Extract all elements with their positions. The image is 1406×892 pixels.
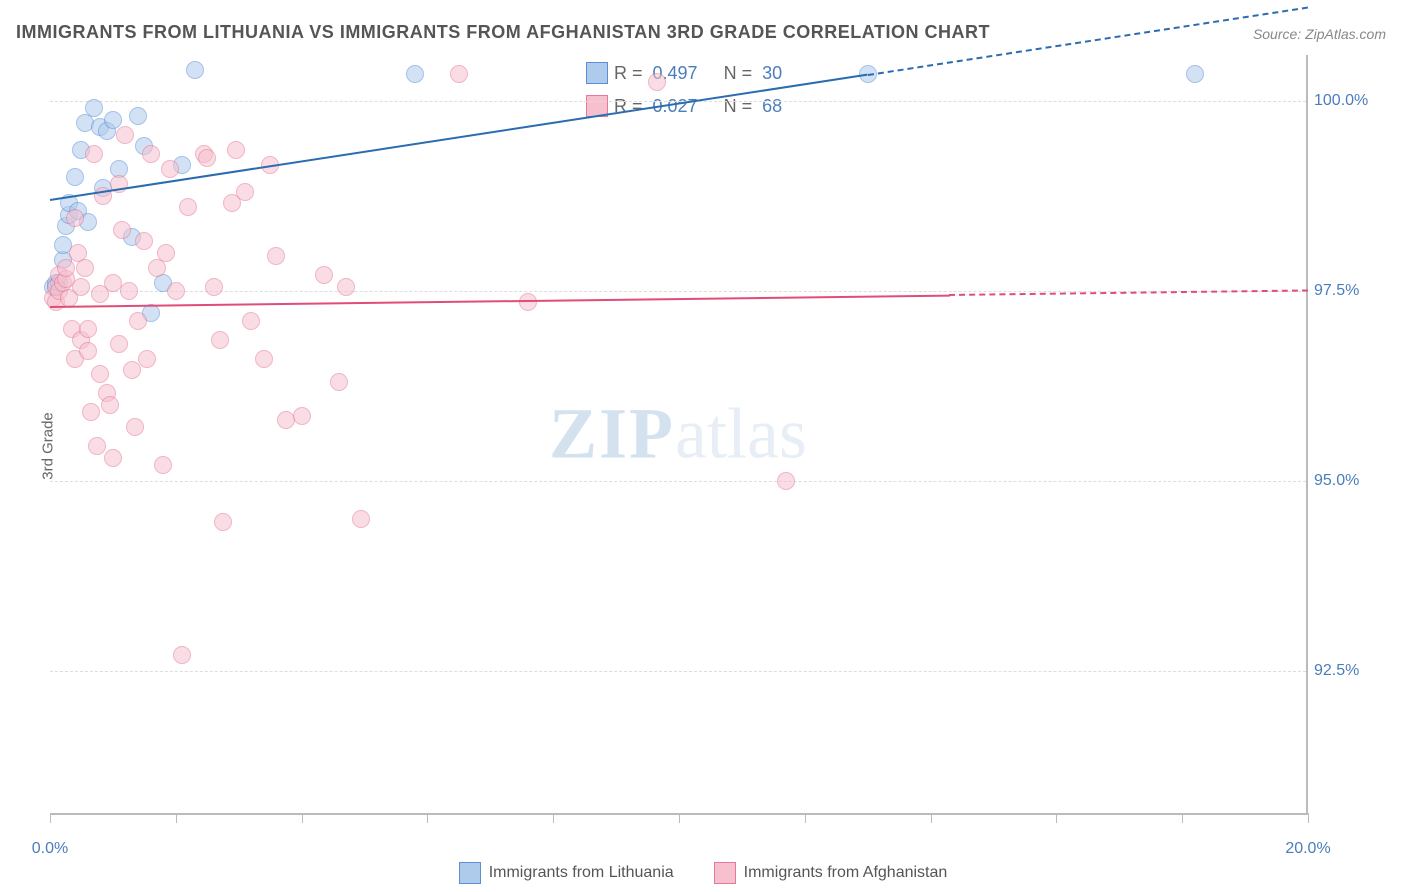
data-point: [110, 335, 128, 353]
data-point: [120, 282, 138, 300]
watermark-atlas: atlas: [675, 394, 807, 474]
legend-item: Immigrants from Afghanistan: [714, 862, 948, 884]
data-point: [293, 407, 311, 425]
data-point: [450, 65, 468, 83]
data-point: [157, 244, 175, 262]
source-value: ZipAtlas.com: [1305, 26, 1386, 42]
data-point: [79, 320, 97, 338]
data-point: [88, 437, 106, 455]
data-point: [777, 472, 795, 490]
data-point: [352, 510, 370, 528]
trend-line: [50, 74, 868, 201]
x-tick: [1308, 813, 1309, 823]
data-point: [66, 209, 84, 227]
x-tick: [931, 813, 932, 823]
x-tick: [553, 813, 554, 823]
data-point: [66, 168, 84, 186]
data-point: [214, 513, 232, 531]
gridline: [50, 671, 1306, 672]
x-tick: [427, 813, 428, 823]
data-point: [142, 145, 160, 163]
data-point: [255, 350, 273, 368]
correlation-row: R =0.027 N =68: [580, 90, 792, 123]
data-point: [267, 247, 285, 265]
data-point: [648, 73, 666, 91]
data-point: [104, 449, 122, 467]
legend-swatch: [586, 62, 608, 84]
x-tick-label: 0.0%: [32, 840, 68, 858]
n-label: N =: [724, 59, 753, 88]
data-point: [126, 418, 144, 436]
legend-swatch: [714, 862, 736, 884]
x-tick: [50, 813, 51, 823]
data-point: [242, 312, 260, 330]
data-point: [167, 282, 185, 300]
data-point: [101, 396, 119, 414]
data-point: [104, 111, 122, 129]
data-point: [211, 331, 229, 349]
data-point: [123, 361, 141, 379]
y-tick-label: 97.5%: [1314, 282, 1384, 300]
r-label: R =: [614, 59, 643, 88]
data-point: [91, 365, 109, 383]
data-point: [406, 65, 424, 83]
data-point: [186, 61, 204, 79]
data-point: [173, 646, 191, 664]
data-point: [154, 456, 172, 474]
gridline: [50, 481, 1306, 482]
series-legend: Immigrants from Lithuania Immigrants from…: [0, 862, 1406, 884]
data-point: [236, 183, 254, 201]
gridline: [50, 101, 1306, 102]
data-point: [135, 232, 153, 250]
watermark: ZIPatlas: [549, 393, 807, 476]
y-tick-label: 95.0%: [1314, 472, 1384, 490]
x-tick: [805, 813, 806, 823]
data-point: [72, 278, 90, 296]
data-point: [227, 141, 245, 159]
data-point: [330, 373, 348, 391]
legend-item: Immigrants from Lithuania: [459, 862, 674, 884]
data-point: [205, 278, 223, 296]
data-point: [82, 403, 100, 421]
data-point: [179, 198, 197, 216]
data-point: [129, 107, 147, 125]
data-point: [85, 99, 103, 117]
x-tick: [1056, 813, 1057, 823]
n-value: 30: [762, 59, 782, 88]
source-attribution: Source: ZipAtlas.com: [1253, 26, 1386, 42]
x-tick: [302, 813, 303, 823]
x-tick: [679, 813, 680, 823]
legend-label: Immigrants from Afghanistan: [744, 864, 948, 882]
data-point: [116, 126, 134, 144]
correlation-row: R =0.497 N =30: [580, 57, 792, 90]
trend-line: [50, 294, 949, 307]
y-tick-label: 100.0%: [1314, 92, 1384, 110]
source-label: Source:: [1253, 26, 1305, 42]
data-point: [161, 160, 179, 178]
data-point: [1186, 65, 1204, 83]
chart-title: IMMIGRANTS FROM LITHUANIA VS IMMIGRANTS …: [16, 22, 990, 43]
y-tick-label: 92.5%: [1314, 662, 1384, 680]
legend-swatch: [459, 862, 481, 884]
x-tick: [176, 813, 177, 823]
data-point: [337, 278, 355, 296]
chart-plot-area: ZIPatlas R =0.497 N =30R =0.027 N =68 92…: [50, 55, 1308, 815]
watermark-zip: ZIP: [549, 394, 675, 474]
data-point: [198, 149, 216, 167]
r-label: R =: [614, 92, 643, 121]
x-tick-label: 20.0%: [1285, 840, 1330, 858]
data-point: [129, 312, 147, 330]
n-value: 68: [762, 92, 782, 121]
data-point: [113, 221, 131, 239]
data-point: [76, 259, 94, 277]
legend-label: Immigrants from Lithuania: [489, 864, 674, 882]
data-point: [138, 350, 156, 368]
data-point: [85, 145, 103, 163]
data-point: [57, 259, 75, 277]
data-point: [79, 342, 97, 360]
x-tick: [1182, 813, 1183, 823]
data-point: [315, 266, 333, 284]
data-point: [148, 259, 166, 277]
